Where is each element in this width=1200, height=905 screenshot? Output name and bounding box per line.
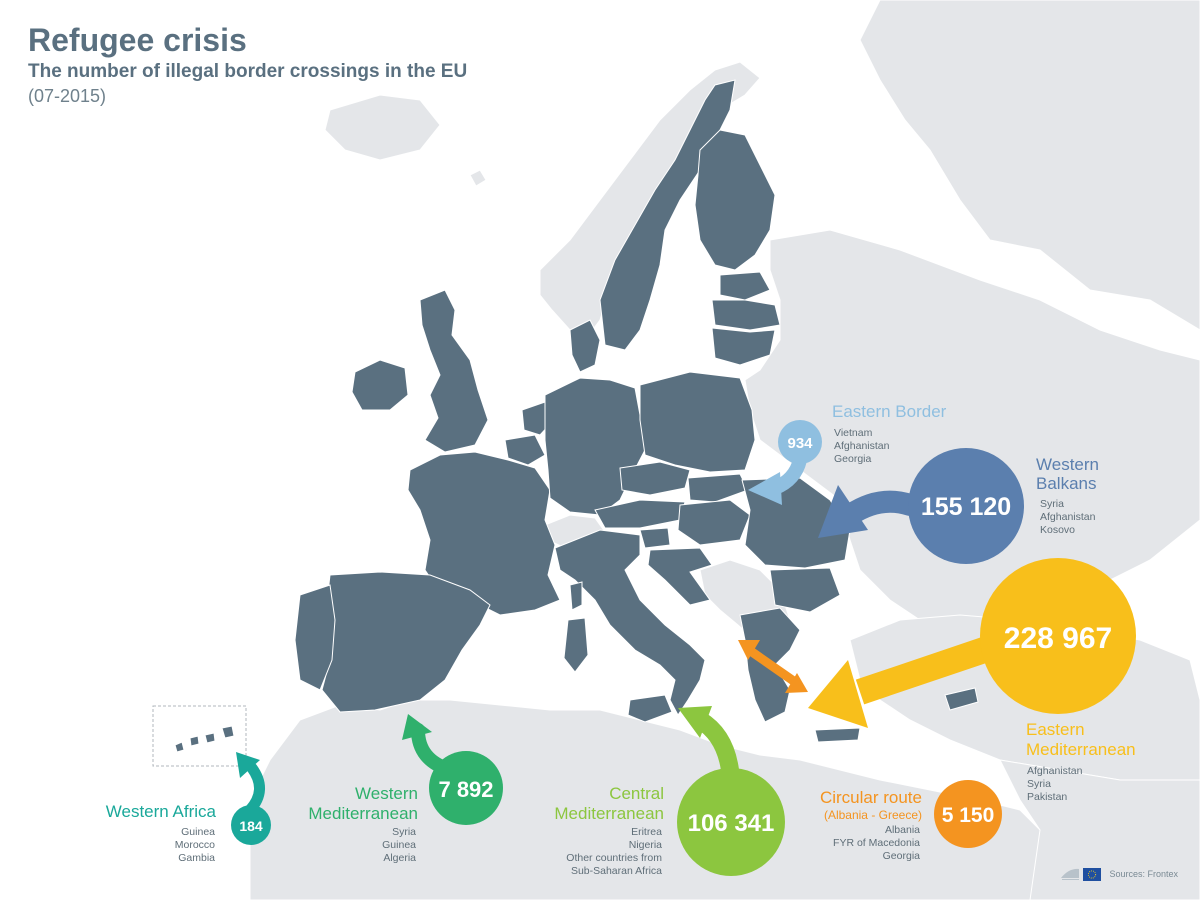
svg-text:228 967: 228 967 xyxy=(1004,622,1112,655)
western-balkans-arrow xyxy=(818,485,921,538)
western-africa-arrow xyxy=(236,752,265,816)
western-balkans-label: Western Balkans Syria Afghanistan Kosovo xyxy=(1036,455,1099,536)
spain xyxy=(321,571,491,713)
svg-text:Pakistan: Pakistan xyxy=(1027,791,1067,803)
sweden xyxy=(599,79,736,351)
finland xyxy=(694,129,776,271)
title-block: Refugee crisis The number of illegal bor… xyxy=(28,22,467,108)
hungary xyxy=(677,499,751,546)
western-mediterranean-label: Western Mediterranean Syria Guinea Alger… xyxy=(308,784,418,864)
source-text: Sources: Frontex xyxy=(1109,869,1178,879)
belgium xyxy=(504,434,546,466)
svg-text:Syria: Syria xyxy=(392,826,416,838)
corsica xyxy=(569,581,583,611)
germany xyxy=(544,377,646,516)
svg-text:Syria: Syria xyxy=(1040,498,1064,510)
period-label: (07-2015) xyxy=(28,86,107,106)
circular-route-label: Circular route (Albania - Greece) Albani… xyxy=(820,788,922,862)
western-africa-label: Western Africa Guinea Morocco Gambia xyxy=(106,802,217,864)
svg-text:Sub-Saharan Africa: Sub-Saharan Africa xyxy=(571,865,662,877)
eastern-mediterranean-arrow xyxy=(808,635,995,728)
svg-text:Afghanistan: Afghanistan xyxy=(1040,511,1096,523)
svg-text:Afghanistan: Afghanistan xyxy=(834,440,890,452)
svg-text:184: 184 xyxy=(239,818,263,834)
canary-islands-inset xyxy=(152,705,247,767)
united-kingdom xyxy=(419,289,489,453)
france xyxy=(407,451,561,616)
svg-text:Syria: Syria xyxy=(1027,778,1051,790)
svg-text:Western Africa: Western Africa xyxy=(106,802,217,821)
svg-text:Nigeria: Nigeria xyxy=(629,839,662,851)
svg-text:Eastern: Eastern xyxy=(1026,720,1085,739)
svg-text:Balkans: Balkans xyxy=(1036,474,1096,493)
svg-text:Morocco: Morocco xyxy=(175,839,215,851)
svg-text:Gambia: Gambia xyxy=(178,852,215,864)
western-africa-bubble: 184 xyxy=(231,805,271,845)
eu-land xyxy=(174,79,979,753)
svg-text:155 120: 155 120 xyxy=(921,493,1011,521)
estonia xyxy=(719,271,771,301)
svg-text:Mediterranean: Mediterranean xyxy=(1026,740,1136,759)
svg-text:Other countries from: Other countries from xyxy=(566,852,662,864)
svg-text:Algeria: Algeria xyxy=(383,852,416,864)
central-mediterranean-bubble: 106 341 xyxy=(677,768,785,876)
svg-text:Georgia: Georgia xyxy=(834,453,872,465)
slovenia xyxy=(639,527,671,549)
bulgaria xyxy=(769,567,841,613)
cyprus xyxy=(944,687,979,711)
eastern-mediterranean-label: Eastern Mediterranean Afghanistan Syria … xyxy=(1026,720,1136,803)
svg-text:Eritrea: Eritrea xyxy=(631,826,662,838)
svg-text:Georgia: Georgia xyxy=(883,850,921,862)
page-title: Refugee crisis xyxy=(28,22,247,58)
svg-text:934: 934 xyxy=(787,435,813,452)
svg-text:(Albania - Greece): (Albania - Greece) xyxy=(824,808,922,822)
svg-text:Central: Central xyxy=(609,784,664,803)
denmark xyxy=(569,319,601,373)
eastern-border-label: Eastern Border Vietnam Afghanistan Georg… xyxy=(832,402,947,465)
european-parliament-logo-icon xyxy=(1061,868,1102,881)
page-subtitle: The number of illegal border crossings i… xyxy=(28,61,468,82)
eastern-border-bubble: 934 xyxy=(778,420,822,464)
central-mediterranean-arrow xyxy=(678,706,739,779)
sardinia xyxy=(563,617,589,673)
svg-text:106 341: 106 341 xyxy=(688,810,775,837)
circular-route-bubble: 5 150 xyxy=(934,780,1002,848)
svg-text:Mediterranean: Mediterranean xyxy=(308,804,418,823)
western-balkans-bubble: 155 120 xyxy=(908,448,1024,564)
central-mediterranean-label: Central Mediterranean Eritrea Nigeria Ot… xyxy=(554,784,664,877)
croatia xyxy=(647,547,713,606)
svg-text:Vietnam: Vietnam xyxy=(834,427,873,439)
crete xyxy=(814,727,861,743)
svg-text:Afghanistan: Afghanistan xyxy=(1027,765,1083,777)
western-mediterranean-bubble: 7 892 xyxy=(429,751,503,825)
svg-text:Western: Western xyxy=(355,784,418,803)
svg-text:Kosovo: Kosovo xyxy=(1040,524,1075,536)
circular-route-arrow xyxy=(738,640,808,693)
svg-text:Circular route: Circular route xyxy=(820,788,922,807)
latvia xyxy=(711,299,781,331)
czechia xyxy=(619,461,691,496)
svg-text:Mediterranean: Mediterranean xyxy=(554,804,664,823)
italy xyxy=(554,529,706,716)
svg-text:Albania: Albania xyxy=(885,824,920,836)
sicily xyxy=(627,694,673,723)
lithuania xyxy=(711,327,776,366)
eastern-mediterranean-bubble: 228 967 xyxy=(980,558,1136,714)
portugal xyxy=(294,584,336,691)
svg-text:7 892: 7 892 xyxy=(438,777,493,802)
romania xyxy=(741,477,851,569)
ireland xyxy=(351,359,409,411)
svg-text:5 150: 5 150 xyxy=(942,804,995,827)
svg-text:Western: Western xyxy=(1036,455,1099,474)
source-footer: Sources: Frontex xyxy=(1059,864,1178,884)
svg-text:Eastern Border: Eastern Border xyxy=(832,402,947,421)
svg-text:Guinea: Guinea xyxy=(382,839,416,851)
poland xyxy=(639,371,756,473)
svg-text:Guinea: Guinea xyxy=(181,826,215,838)
slovakia xyxy=(687,473,749,503)
svg-text:FYR of Macedonia: FYR of Macedonia xyxy=(833,837,920,849)
